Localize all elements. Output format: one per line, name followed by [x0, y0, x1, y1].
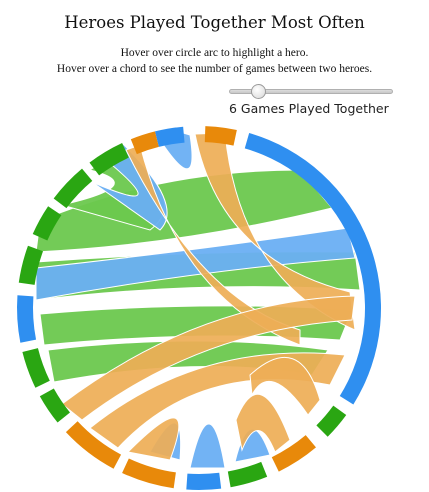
slider-track[interactable]: [229, 89, 393, 94]
hero-arc[interactable]: [22, 348, 50, 388]
hero-arc[interactable]: [65, 421, 122, 469]
hero-arc[interactable]: [89, 143, 129, 176]
hero-arc[interactable]: [204, 126, 237, 146]
chord-ribbons[interactable]: [35, 131, 361, 469]
hero-arc[interactable]: [32, 206, 62, 241]
chord-ribbon[interactable]: [189, 423, 226, 469]
instruction-text: Hover over circle arc to highlight a her…: [120, 47, 309, 59]
instruction-text: Hover over a chord to see the number of …: [56, 63, 373, 75]
hero-arc[interactable]: [271, 435, 316, 472]
chord-ribbon[interactable]: [126, 417, 180, 461]
hero-arc[interactable]: [122, 458, 176, 489]
slider-value-label: 6 Games Played Together: [229, 101, 389, 116]
hero-arc[interactable]: [18, 245, 44, 285]
chord-ribbon[interactable]: [249, 356, 321, 416]
hero-arc[interactable]: [227, 461, 268, 488]
hero-arc[interactable]: [316, 405, 347, 437]
games-threshold-slider[interactable]: [229, 84, 393, 100]
hero-arc[interactable]: [17, 295, 37, 343]
hero-arc[interactable]: [154, 126, 185, 147]
hero-arc[interactable]: [130, 131, 159, 155]
page-title: Heroes Played Together Most Often: [64, 13, 365, 32]
chord-ribbon[interactable]: [235, 393, 291, 453]
hero-arc[interactable]: [53, 168, 93, 209]
hero-arcs[interactable]: [17, 126, 381, 491]
hero-arc[interactable]: [186, 472, 222, 491]
chord-ribbon[interactable]: [61, 295, 356, 421]
slider-thumb[interactable]: [251, 84, 266, 99]
hero-arc[interactable]: [39, 388, 70, 423]
